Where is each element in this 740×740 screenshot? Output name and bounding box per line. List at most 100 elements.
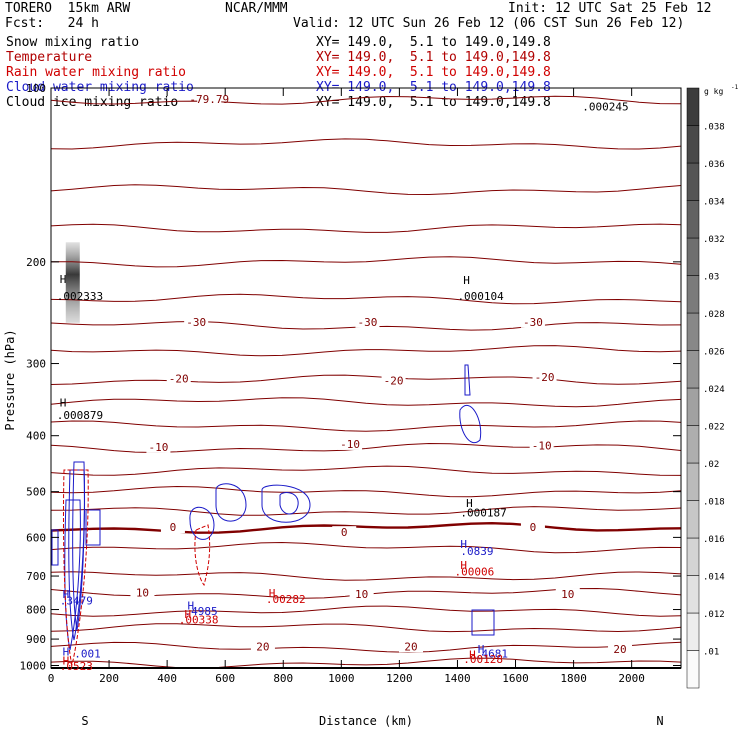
cloud-water-contour-500km (189, 483, 311, 540)
x-tick-label: 1400 (444, 672, 471, 685)
isotherm-label-bg (355, 315, 380, 328)
colorbar-swatch (686, 237, 700, 276)
maximum-label: .00006 (455, 565, 495, 578)
isotherm-label: 10 (136, 586, 149, 599)
colorbar-tick-label: .038 (703, 123, 725, 133)
maximum-label: H (187, 599, 194, 612)
maximum-label: H (460, 538, 467, 551)
maximum-label: H (63, 655, 70, 668)
colorbar-swatch (686, 200, 700, 239)
isotherm-label: -10 (340, 438, 360, 451)
y-tick-label: 200 (26, 256, 46, 269)
colorbar-tick-label: .016 (703, 535, 725, 545)
x-tick-label: 1200 (386, 672, 413, 685)
maximum-label: .00282 (266, 593, 306, 606)
y-tick-label: 900 (26, 633, 46, 646)
isotherm-label: 20 (256, 640, 269, 653)
isotherm-line (50, 293, 682, 305)
colorbar-swatch (686, 87, 700, 126)
isotherm-label-bg (555, 588, 580, 601)
isotherm-line (50, 420, 682, 432)
maximum-label: .000245 (582, 100, 628, 113)
maximum-label: .000879 (57, 409, 103, 422)
isotherm-label: -79.79 (189, 93, 229, 106)
maximum-label: .001 (74, 648, 101, 661)
legend-temperature-xy: XY= 149.0, 5.1 to 149.0,149.8 (316, 50, 551, 65)
colorbar-tick-label: .018 (703, 498, 725, 508)
colorbar-tick-label: .024 (703, 385, 725, 395)
colorbar-unit: g kg (704, 87, 723, 96)
maximum-label: .000104 (457, 290, 504, 303)
legend-snow-label: Snow mixing ratio (6, 35, 140, 50)
maximum-label: .00338 (179, 613, 219, 626)
isotherm-label: -10 (148, 441, 168, 454)
x-tick-label: 600 (215, 672, 235, 685)
isotherm-line (50, 95, 682, 105)
colorbar-tick-label: .02 (703, 460, 719, 470)
rain-water-contour-west (62, 469, 89, 666)
isotherm-label: 0 (170, 521, 177, 534)
maximum-label: H (478, 643, 485, 656)
isotherm-label-bg (160, 521, 185, 534)
isotherm-label-bg (529, 439, 554, 452)
isotherm-label: 0 (530, 521, 537, 534)
colorbar-swatch (686, 312, 700, 351)
isotherm-line (50, 465, 682, 476)
isotherm-line (50, 374, 682, 385)
y-tick-label: 800 (26, 604, 46, 617)
y-tick-label: 500 (26, 486, 46, 499)
isotherm-line (50, 138, 682, 150)
maximum-label: .000187 (460, 506, 506, 519)
zero-isotherm-line (50, 521, 682, 534)
maximum-label: H (60, 397, 67, 410)
x-tick-label: 2000 (618, 672, 645, 685)
maximum-label: H (466, 497, 473, 510)
isotherm-label: 10 (561, 588, 574, 601)
cloud-water-contour-west (51, 461, 101, 651)
isotherm-label-bg (399, 640, 423, 653)
forecast-hour: Fcst: 24 h (5, 16, 99, 31)
legend-snow-xy: XY= 149.0, 5.1 to 149.0,149.8 (316, 35, 551, 50)
y-tick-label: 400 (26, 430, 46, 443)
isotherm-label: -20 (535, 371, 555, 384)
isotherm-label-bg (532, 371, 557, 384)
isotherm-label-bg (146, 440, 171, 453)
colorbar-swatch (686, 275, 700, 314)
cloud-water-contour-1450km (459, 364, 495, 636)
model-title: TORERO 15km ARW (5, 1, 131, 16)
x-end-left: S (81, 714, 88, 728)
isotherm-label: -20 (169, 373, 189, 386)
isotherm-label-bg (130, 586, 155, 599)
maximum-label: .0839 (460, 545, 493, 558)
isotherm-label: 20 (404, 640, 417, 653)
x-tick-label: 1000 (328, 672, 355, 685)
colorbar-tick-label: .026 (703, 348, 725, 358)
isotherm-line (50, 571, 682, 581)
colorbar-tick-label: .036 (703, 160, 725, 170)
x-tick-label: 400 (157, 672, 177, 685)
isotherm-label: 20 (613, 643, 626, 656)
x-end-right: N (656, 714, 663, 728)
maximum-label: .0523 (60, 660, 93, 673)
center-title: NCAR/MMM (225, 1, 288, 16)
colorbar-swatch (686, 575, 700, 614)
colorbar-swatch (686, 162, 700, 201)
maximum-label: .00128 (463, 653, 503, 666)
x-axis-title: Distance (km) (319, 714, 413, 728)
colorbar-tick-label: .028 (703, 310, 725, 320)
colorbar-tick-label: .014 (703, 573, 725, 583)
isotherm-line (50, 541, 682, 554)
colorbar-tick-label: .034 (703, 198, 725, 208)
colorbar-swatch (686, 125, 700, 164)
colorbar-swatch (686, 612, 700, 651)
colorbar-swatch (686, 650, 700, 689)
isotherm-line (50, 623, 682, 633)
legend-temperature-label: Temperature (6, 50, 93, 65)
colorbar-tick-label: .01 (703, 648, 719, 658)
isotherm-line (50, 657, 682, 669)
colorbar-swatch (686, 500, 700, 539)
isotherm-label-bg (338, 437, 363, 450)
isotherm-line (51, 256, 682, 268)
maximum-label: .3479 (60, 595, 93, 608)
colorbar-swatch (686, 387, 700, 426)
